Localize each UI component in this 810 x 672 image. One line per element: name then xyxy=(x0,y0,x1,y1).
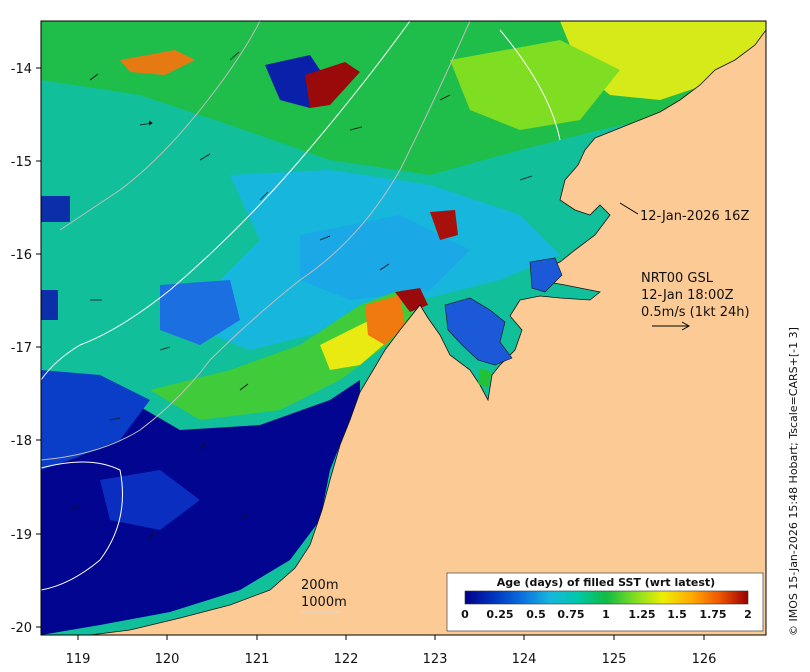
current-arrow xyxy=(519,175,533,181)
current-arrow xyxy=(199,441,207,451)
sst-age-patch-west-blue xyxy=(160,280,240,345)
sst-age-patch-coastal-green xyxy=(150,290,420,420)
axis-ticks xyxy=(36,67,705,640)
lat-tick-label: -17 xyxy=(11,341,32,356)
latitude-tick-labels: -14 -15 -16 -17 -18 -19 -20 xyxy=(11,62,32,636)
isobath-200m xyxy=(41,21,471,461)
current-arrow xyxy=(259,191,269,201)
sst-age-patch-west-block-2 xyxy=(41,290,58,320)
credit-line: © IMOS 15-Jan-2026 15:48 Hobart; Tscale=… xyxy=(787,327,800,636)
isobath-contours xyxy=(41,21,561,591)
lat-tick-label: -20 xyxy=(11,621,32,636)
current-arrow xyxy=(239,513,248,521)
map-plot-area xyxy=(41,21,766,635)
lat-tick-label: -16 xyxy=(11,248,32,263)
lon-tick-label: 119 xyxy=(66,652,91,667)
sst-age-patch-nearshore-blue xyxy=(300,215,470,300)
lon-tick-label: 124 xyxy=(512,652,537,667)
longitude-tick-labels: 119 120 121 122 123 124 125 126 xyxy=(66,652,717,667)
colorbar-tick-label: 1 xyxy=(602,608,610,621)
isobath-1000m-south xyxy=(41,461,123,591)
current-arrow xyxy=(109,417,121,421)
current-arrow xyxy=(149,529,155,541)
isobath-200m-north xyxy=(59,21,261,231)
colorbar-gradient xyxy=(464,590,749,605)
lon-tick-label: 121 xyxy=(245,652,270,667)
pass-time-pointer xyxy=(619,202,639,215)
colorbar-tick-label: 2 xyxy=(744,608,752,621)
isobath-legend-1000m: 1000m xyxy=(301,595,347,610)
current-arrow xyxy=(239,383,249,391)
current-arrow xyxy=(199,153,211,161)
current-arrow xyxy=(69,505,79,511)
sst-age-patch-southwest-navy xyxy=(41,380,360,635)
scale-arrow-label: 0.5m/s (1kt 24h) xyxy=(641,305,750,320)
isobath-1000m xyxy=(41,21,411,381)
lon-tick-label: 125 xyxy=(602,652,627,667)
colorbar-tick-labels: 0 0.25 0.5 0.75 1 1.25 1.5 1.75 2 xyxy=(461,608,752,621)
sst-age-patch-west-mid-blue xyxy=(41,370,150,470)
lat-tick-label: -15 xyxy=(11,155,32,170)
colorbar-tick-label: 1.75 xyxy=(699,608,726,621)
lat-tick-label: -19 xyxy=(11,528,32,543)
land-mass-kimberley xyxy=(89,29,766,635)
sst-age-patch-south-blue-fleck xyxy=(100,470,200,530)
lat-tick-label: -14 xyxy=(11,62,32,77)
colorbar-tick-label: 0.5 xyxy=(526,608,546,621)
lon-tick-label: 122 xyxy=(334,652,359,667)
current-arrow xyxy=(159,346,171,351)
current-product-label: NRT00 GSL xyxy=(641,271,714,286)
sst-age-patch-inlet-red-2 xyxy=(430,210,458,240)
lon-tick-label: 120 xyxy=(155,652,180,667)
bay-inlet-blue xyxy=(444,297,513,366)
colorbar: Age (days) of filled SST (wrt latest) 0 … xyxy=(446,572,764,632)
colorbar-tick-label: 0.75 xyxy=(557,608,584,621)
sst-age-patch-north-lime xyxy=(450,40,620,130)
current-arrow xyxy=(89,73,99,81)
sst-age-patch-west-block xyxy=(41,196,70,222)
map-frame xyxy=(40,20,767,636)
sst-age-patch-north-red xyxy=(305,62,360,108)
current-arrow xyxy=(229,51,240,61)
current-arrow xyxy=(439,94,451,101)
colorbar-tick-label: 1.5 xyxy=(667,608,687,621)
colorbar-tick-label: 1.25 xyxy=(628,608,655,621)
isobath-legend-200m: 200m xyxy=(301,578,338,593)
current-arrow xyxy=(319,235,331,241)
colorbar-tick-label: 0.25 xyxy=(486,608,513,621)
lon-tick-label: 126 xyxy=(692,652,717,667)
lat-tick-label: -18 xyxy=(11,434,32,449)
sst-age-patch-coastal-orange xyxy=(365,295,405,345)
current-arrow xyxy=(379,263,390,271)
scale-arrow xyxy=(652,321,691,331)
current-arrow xyxy=(349,126,363,131)
current-arrow xyxy=(139,120,153,126)
inlet-east-blue xyxy=(529,257,563,293)
current-time-label: 12-Jan 18:00Z xyxy=(641,288,734,303)
current-vectors xyxy=(69,51,533,541)
colorbar-title: Age (days) of filled SST (wrt latest) xyxy=(497,576,715,589)
sst-age-patch-north-orange xyxy=(120,50,195,75)
pass-time-label: 12-Jan-2026 16Z xyxy=(640,209,749,224)
colorbar-tick-label: 0 xyxy=(461,608,469,621)
lon-tick-label: 123 xyxy=(423,652,448,667)
bay-inlet-green xyxy=(478,368,492,388)
isobath-northeast-white xyxy=(499,29,561,141)
